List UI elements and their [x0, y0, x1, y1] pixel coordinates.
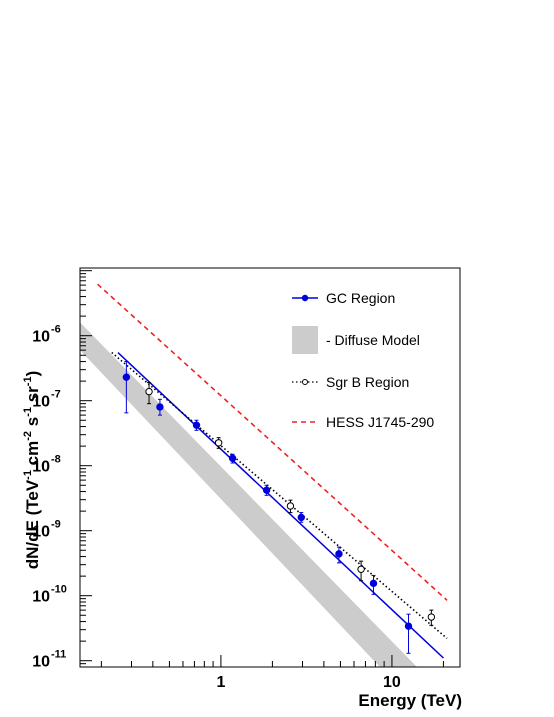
data-marker — [262, 486, 271, 494]
legend-marker — [301, 294, 309, 302]
gc-data-point — [192, 419, 201, 431]
y-axis-title-part: s — [23, 417, 42, 431]
diffuse-model-band — [80, 322, 417, 667]
y-tick-exponent: -9 — [51, 519, 61, 531]
gc-data-point — [404, 613, 413, 654]
legend-label: Sgr B Region — [326, 374, 409, 390]
data-marker — [156, 403, 164, 411]
legend-label: GC Region — [326, 290, 395, 306]
gc-data-point — [262, 484, 271, 496]
band-layer — [80, 322, 417, 667]
data-marker — [228, 454, 237, 462]
x-axis-title: Energy (TeV) — [358, 691, 462, 710]
legend-entry-sgrb: Sgr B Region — [292, 374, 409, 390]
point-layer — [122, 361, 436, 654]
y-tick-label: 10 — [32, 459, 50, 476]
y-axis-title-part: sr — [23, 386, 42, 407]
x-tick-label: 10 — [383, 674, 401, 691]
data-marker — [286, 502, 295, 510]
y-axis-title-exp: -2 — [22, 431, 34, 441]
sgrb-data-point — [145, 382, 153, 405]
legend-entry-hess: HESS J1745-290 — [292, 414, 434, 430]
data-marker — [214, 439, 223, 447]
gc-data-point — [228, 453, 237, 464]
y-tick-exponent: -11 — [51, 649, 66, 661]
gc-data-point — [297, 512, 305, 523]
data-marker — [357, 565, 365, 573]
gc-data-point — [122, 361, 131, 414]
y-tick-label: 10 — [32, 524, 50, 541]
y-axis-title: dN/dE (TeV-1 cm-2 s-1 sr-1) — [22, 371, 42, 570]
y-axis-title-part: cm — [23, 441, 42, 470]
legend-label: - Diffuse Model — [326, 332, 420, 348]
hess-fit-line — [97, 283, 448, 601]
legend-entry-diffuse: - Diffuse Model — [292, 326, 420, 354]
data-marker — [427, 613, 436, 621]
gc-data-point — [156, 398, 164, 416]
gc-data-point — [335, 546, 343, 564]
y-tick-label: 10 — [32, 329, 50, 346]
legend-swatch — [292, 326, 318, 354]
data-marker — [297, 513, 305, 522]
gc-data-point — [369, 574, 378, 595]
y-tick-exponent: -7 — [51, 389, 61, 401]
sgrb-data-point — [214, 437, 223, 449]
y-tick-exponent: -8 — [51, 454, 61, 466]
data-marker — [404, 622, 413, 630]
y-tick-label: 10 — [32, 394, 50, 411]
plot-frame — [79, 267, 461, 668]
y-axis-title-exp: -1 — [22, 470, 34, 480]
y-axis-title-part: dN/dE (TeV — [23, 479, 42, 569]
x-tick-label: 1 — [216, 674, 225, 691]
legend-label: HESS J1745-290 — [326, 414, 434, 430]
legend-marker — [302, 379, 308, 385]
y-axis-title-exp: -1 — [22, 376, 34, 386]
y-tick-label: 10 — [32, 654, 50, 671]
sgrb-data-point — [427, 609, 436, 626]
y-axis-title-exp: -1 — [22, 407, 34, 417]
y-tick-exponent: -10 — [51, 584, 67, 596]
y-axis-title-part: ) — [23, 371, 42, 377]
data-marker — [335, 550, 343, 558]
y-tick-exponent: -6 — [51, 324, 61, 336]
sgrb-fit-line — [111, 351, 448, 640]
legend-entry-gc: GC Region — [292, 290, 395, 306]
legend: GC Region - Diffuse Model Sgr B Region HESS… — [292, 290, 434, 430]
y-tick-label: 10 — [32, 589, 50, 606]
data-marker — [122, 373, 131, 381]
data-marker — [145, 387, 153, 396]
data-marker — [369, 579, 378, 588]
sgrb-data-point — [286, 499, 295, 514]
sgrb-data-point — [357, 560, 365, 582]
fit-layer — [97, 283, 448, 659]
gc-fit-line — [117, 352, 444, 659]
data-marker — [192, 421, 201, 429]
